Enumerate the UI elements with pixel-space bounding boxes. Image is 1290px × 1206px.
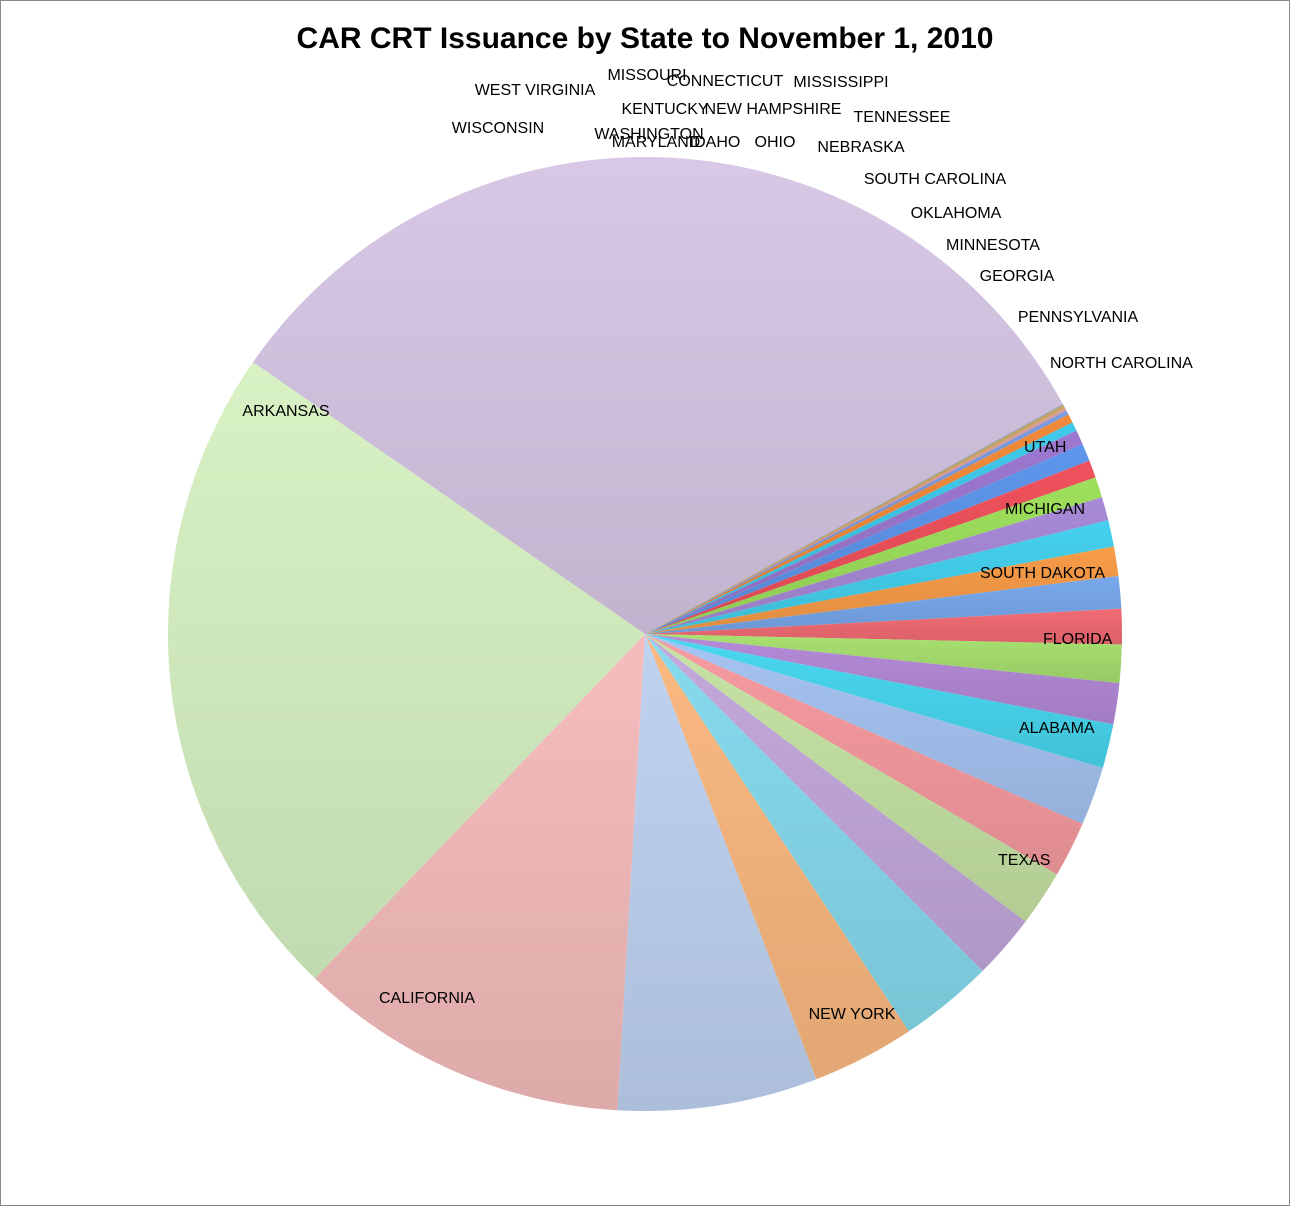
pie-slice-north-carolina [645,634,1103,824]
pie-slice-west-virginia [645,405,1065,634]
pie-slice-new-york [314,634,645,1111]
slice-label-florida: FLORIDA [1043,631,1113,648]
slice-label-new-hampshire: NEW HAMPSHIRE [705,101,842,118]
slice-label-utah: UTAH [1024,439,1066,456]
slice-label-wisconsin: WISCONSIN [452,120,544,137]
pie-slice-michigan [645,634,1057,922]
slice-label-north-carolina: NORTH CAROLINA [1050,355,1193,372]
slice-label-georgia: GEORGIA [980,268,1055,285]
slice-label-washington: WASHINGTON [594,126,703,143]
pie-slice-arkansas [253,156,1063,634]
slice-label-california: CALIFORNIA [379,990,475,1007]
pie-slice-idaho [645,460,1096,634]
pie-slice-oklahoma [645,608,1123,645]
slice-label-arkansas: ARKANSAS [242,403,329,420]
slice-label-mississippi: MISSISSIPPI [793,74,888,91]
slice-label-new-york: NEW YORK [809,1006,896,1023]
slice-label-alabama: ALABAMA [1019,720,1095,737]
slice-label-kentucky: KENTUCKY [621,101,708,118]
pie-slice-utah [645,634,1083,875]
slice-label-michigan: MICHIGAN [1005,501,1085,518]
pie-labels: NORTH CAROLINA UTAH MICHIGAN SOUTH DAKOTA FL… [242,67,1193,1023]
pie-slice-washington [645,410,1069,634]
pie-slice-south-carolina [645,576,1122,634]
slice-label-idaho: IDAHO [690,134,741,151]
slice-label-connecticut: CONNECTICUT [667,73,784,90]
pie-slice-missouri [645,407,1067,634]
pie-slice-california [167,362,645,979]
pie-slice-kentucky [645,422,1077,634]
pie-slice-tennessee [645,520,1114,634]
slice-label-missouri: MISSOURI [607,67,686,84]
pie-slice-minnesota [645,634,1122,684]
pie-slice-texas [617,634,817,1111]
slice-label-west-virginia: WEST VIRGINIA [475,82,596,99]
slice-label-nebraska: NEBRASKA [817,139,904,156]
slice-label-ohio: OHIO [755,134,796,151]
slice-label-texas: TEXAS [998,852,1050,869]
slice-label-maryland: MARYLAND [612,134,701,151]
chart-title: CAR CRT Issuance by State to November 1,… [296,22,994,55]
slice-label-minnesota: MINNESOTA [946,237,1040,254]
pie-slices [167,156,1123,1111]
pie-slice-ohio [645,477,1102,634]
pie-slice-south-dakota [645,634,1026,972]
pie-slice-georgia [645,634,1120,725]
pie-slice-maryland [645,414,1073,634]
pie-slice-wisconsin [645,403,1064,634]
slice-label-oklahoma: OKLAHOMA [911,205,1002,222]
slice-label-south-carolina: SOUTH CAROLINA [864,171,1007,188]
pie-slice-mississippi [645,497,1109,634]
pie-slice-new-hampshire [645,444,1090,634]
slice-label-pennsylvania: PENNSYLVANIA [1018,309,1139,326]
slice-label-south-dakota: SOUTH DAKOTA [980,565,1105,582]
slice-label-tennessee: TENNESSEE [854,109,951,126]
pie-slice-nebraska [645,546,1119,634]
pie-slice-connecticut [645,430,1083,634]
pie-slice-florida [645,634,983,1032]
pie-slice-alabama [645,634,909,1080]
pie-slice-pennsylvania [645,634,1114,768]
